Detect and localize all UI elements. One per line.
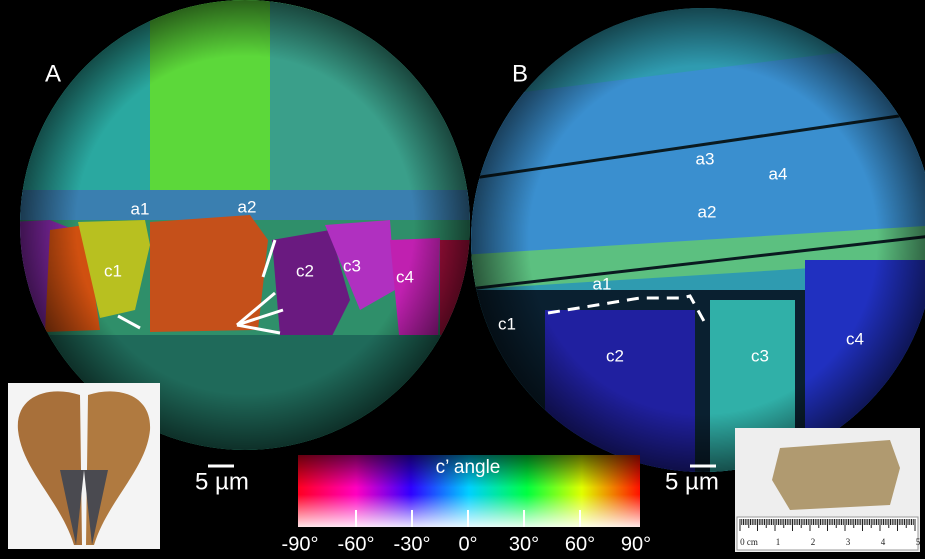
ruler-label: 5 xyxy=(916,537,921,547)
ruler-label: 0 cm xyxy=(740,537,758,547)
region-label: c2 xyxy=(296,261,314,280)
region-label: c1 xyxy=(498,314,516,333)
panel-label: B xyxy=(512,60,528,87)
colorbar-tick-label: -60° xyxy=(338,533,375,555)
region-label: c4 xyxy=(846,329,864,348)
region-label: a1 xyxy=(593,274,612,293)
inset-shells xyxy=(8,383,160,549)
colorbar-tick-label: 90° xyxy=(621,533,651,555)
ruler-label: 3 xyxy=(846,537,851,547)
ruler-label: 4 xyxy=(881,537,886,547)
figure: A B a1 a2 c1 c2 c3 c4 a1 a2 a3 a4 c1 c2 c3 c4 5 µm 5 … xyxy=(0,0,925,559)
region-label: c2 xyxy=(606,346,624,365)
colorbar-title: c’ angle xyxy=(436,457,501,478)
ruler-label: 1 xyxy=(776,537,781,547)
inset-fragment xyxy=(735,428,920,552)
region-label: c3 xyxy=(751,346,769,365)
region-label: c4 xyxy=(396,267,414,286)
region-label: a1 xyxy=(131,199,150,218)
colorbar-tick-label: -30° xyxy=(394,533,431,555)
colorbar-tick-label: 30° xyxy=(509,533,539,555)
colorbar-tick-label: 0° xyxy=(458,533,477,555)
region-label: a2 xyxy=(698,202,717,221)
region-label: c1 xyxy=(104,261,122,280)
colorbar-tick-label: -90° xyxy=(282,533,319,555)
colorbar-tick-label: 60° xyxy=(565,533,595,555)
region-label: a3 xyxy=(696,149,715,168)
region-label: c3 xyxy=(343,256,361,275)
scale-bar-label: 5 µm xyxy=(665,468,719,495)
region-label: a2 xyxy=(238,197,257,216)
region-label: a4 xyxy=(769,164,788,183)
panel-label: A xyxy=(45,60,61,87)
ruler-label: 2 xyxy=(811,537,816,547)
scale-bar-label: 5 µm xyxy=(195,468,249,495)
